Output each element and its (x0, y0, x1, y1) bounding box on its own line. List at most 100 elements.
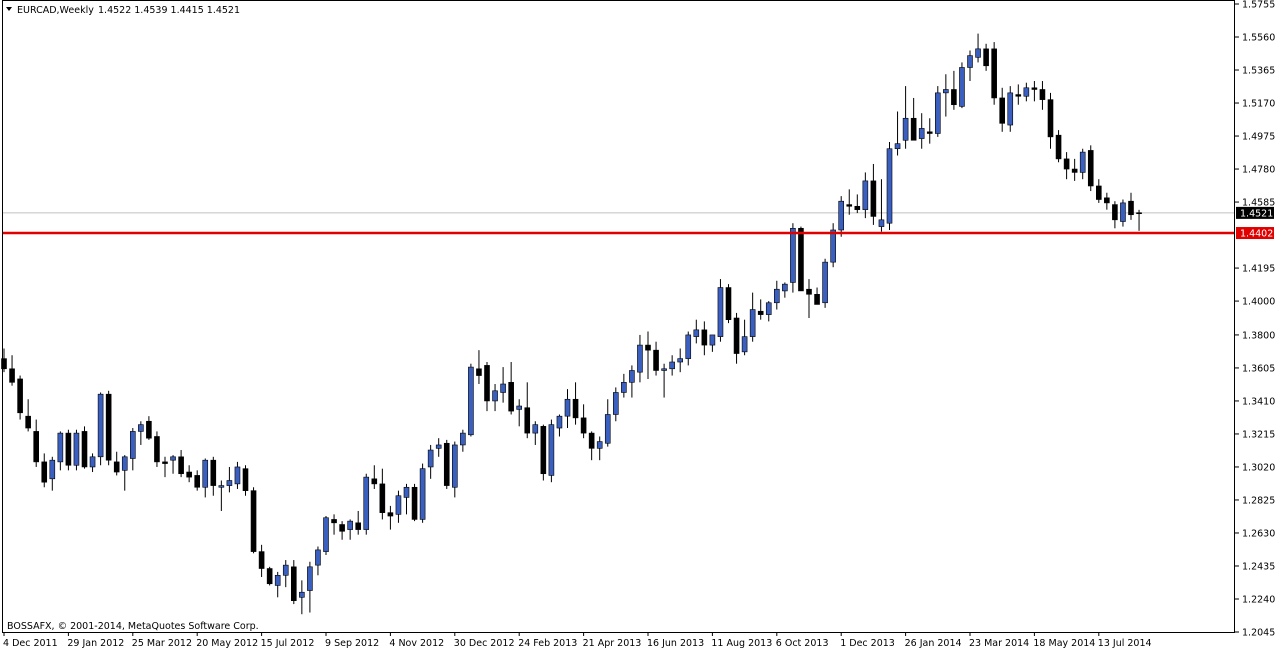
level-price-badge (1236, 227, 1274, 240)
candle (588, 431, 595, 461)
candle-body-bull (830, 229, 836, 263)
candle (1015, 84, 1022, 105)
candle (250, 487, 257, 554)
candle (524, 382, 531, 439)
candle (516, 399, 523, 427)
candle (500, 367, 506, 403)
candle-body-bull (403, 486, 410, 498)
candle (186, 465, 192, 483)
candle-body-bull (395, 495, 402, 515)
candle (121, 455, 128, 491)
candle (1087, 145, 1094, 192)
candle (1104, 192, 1110, 210)
candle-body-bear (1087, 150, 1094, 187)
candle-body-bull (886, 148, 893, 224)
candle (460, 429, 466, 452)
candle (1, 348, 7, 373)
candle (508, 362, 514, 415)
candle (556, 414, 563, 437)
candle-body-bear (250, 490, 257, 552)
candle-body-bull (709, 334, 716, 346)
candle-body-bear (846, 204, 853, 207)
candle (290, 560, 297, 605)
candle-body-bear (524, 407, 531, 434)
candle-body-bull (435, 444, 442, 449)
price-axis[interactable]: 1.5755 1.5560 1.5365 1.5170 1.4975 1.4780 1.45… (1235, 0, 1275, 639)
candle-body-bull (773, 288, 780, 304)
candle (548, 419, 555, 483)
candle (41, 453, 48, 488)
candle (331, 514, 337, 535)
x-tick-label: 9 Sep 2012 (325, 638, 379, 649)
candle (1055, 130, 1062, 163)
candle (218, 480, 225, 511)
candle-body-bull (532, 424, 539, 434)
candle (790, 223, 796, 293)
candle-body-bear (991, 48, 997, 99)
candle (435, 438, 442, 457)
candle-body-bear (983, 48, 989, 67)
candle-body-bull (427, 449, 434, 468)
candle-body-bull (790, 227, 796, 283)
candle-body-bear (653, 349, 659, 371)
candle-body-bull (717, 287, 724, 337)
candle (307, 561, 313, 613)
candle (532, 421, 539, 445)
candle (57, 431, 64, 471)
candle-body-bull (749, 309, 756, 337)
candle (274, 571, 281, 598)
candle-body-bull (693, 329, 700, 337)
candle-body-bull (121, 456, 128, 471)
candle (154, 431, 160, 467)
candle (411, 483, 418, 522)
candle (242, 465, 249, 496)
candle (604, 399, 611, 447)
candle (9, 355, 15, 386)
candle-body-bear (508, 382, 514, 412)
copyright-text: BOSSAFX, © 2001-2014, MetaQuotes Softwar… (7, 621, 259, 632)
candle (854, 194, 861, 214)
candle (709, 334, 716, 352)
candle (258, 544, 265, 577)
candle (162, 456, 168, 478)
candle (951, 70, 957, 110)
candle-body-bull (838, 200, 845, 231)
y-tick-label: 1.4975 (1242, 132, 1275, 143)
candles-group (1, 33, 1142, 615)
candle (1039, 81, 1046, 110)
candle-body-bear (371, 478, 378, 485)
candle-body-bull (218, 485, 225, 488)
candle-body-bull (596, 441, 603, 449)
y-tick-label: 1.5560 (1242, 33, 1275, 44)
candle-body-bear (1071, 168, 1078, 173)
candle (1112, 201, 1118, 229)
candle-body-bear (9, 368, 15, 383)
candle-body-bear (17, 378, 23, 414)
candle-body-bear (580, 417, 587, 434)
candle (379, 468, 386, 520)
dropdown-triangle-icon[interactable] (6, 7, 12, 11)
candle-body-bull (202, 459, 209, 488)
candle (1047, 92, 1054, 149)
candle (234, 461, 241, 489)
candle (1136, 209, 1142, 231)
candle (999, 87, 1006, 132)
candle-body-bear (733, 317, 740, 354)
candle (814, 287, 820, 305)
candle-body-bear (476, 368, 482, 376)
candle (733, 312, 740, 364)
candle (741, 319, 748, 356)
candle-body-bear (798, 227, 804, 292)
candle (130, 428, 136, 471)
time-axis[interactable]: 4 Dec 2011 29 Jan 2012 25 Mar 2012 20 May 2… (3, 632, 1152, 649)
candle-body-bear (1039, 89, 1046, 100)
candle (773, 280, 780, 310)
y-tick-label: 1.5365 (1242, 66, 1275, 77)
x-tick-label: 4 Nov 2012 (389, 638, 444, 649)
candle-body-bear (926, 131, 933, 134)
candle-body-bull (862, 180, 869, 210)
candle-body-bear (572, 398, 579, 419)
candle-body-bull (967, 55, 973, 68)
candle (395, 490, 402, 523)
